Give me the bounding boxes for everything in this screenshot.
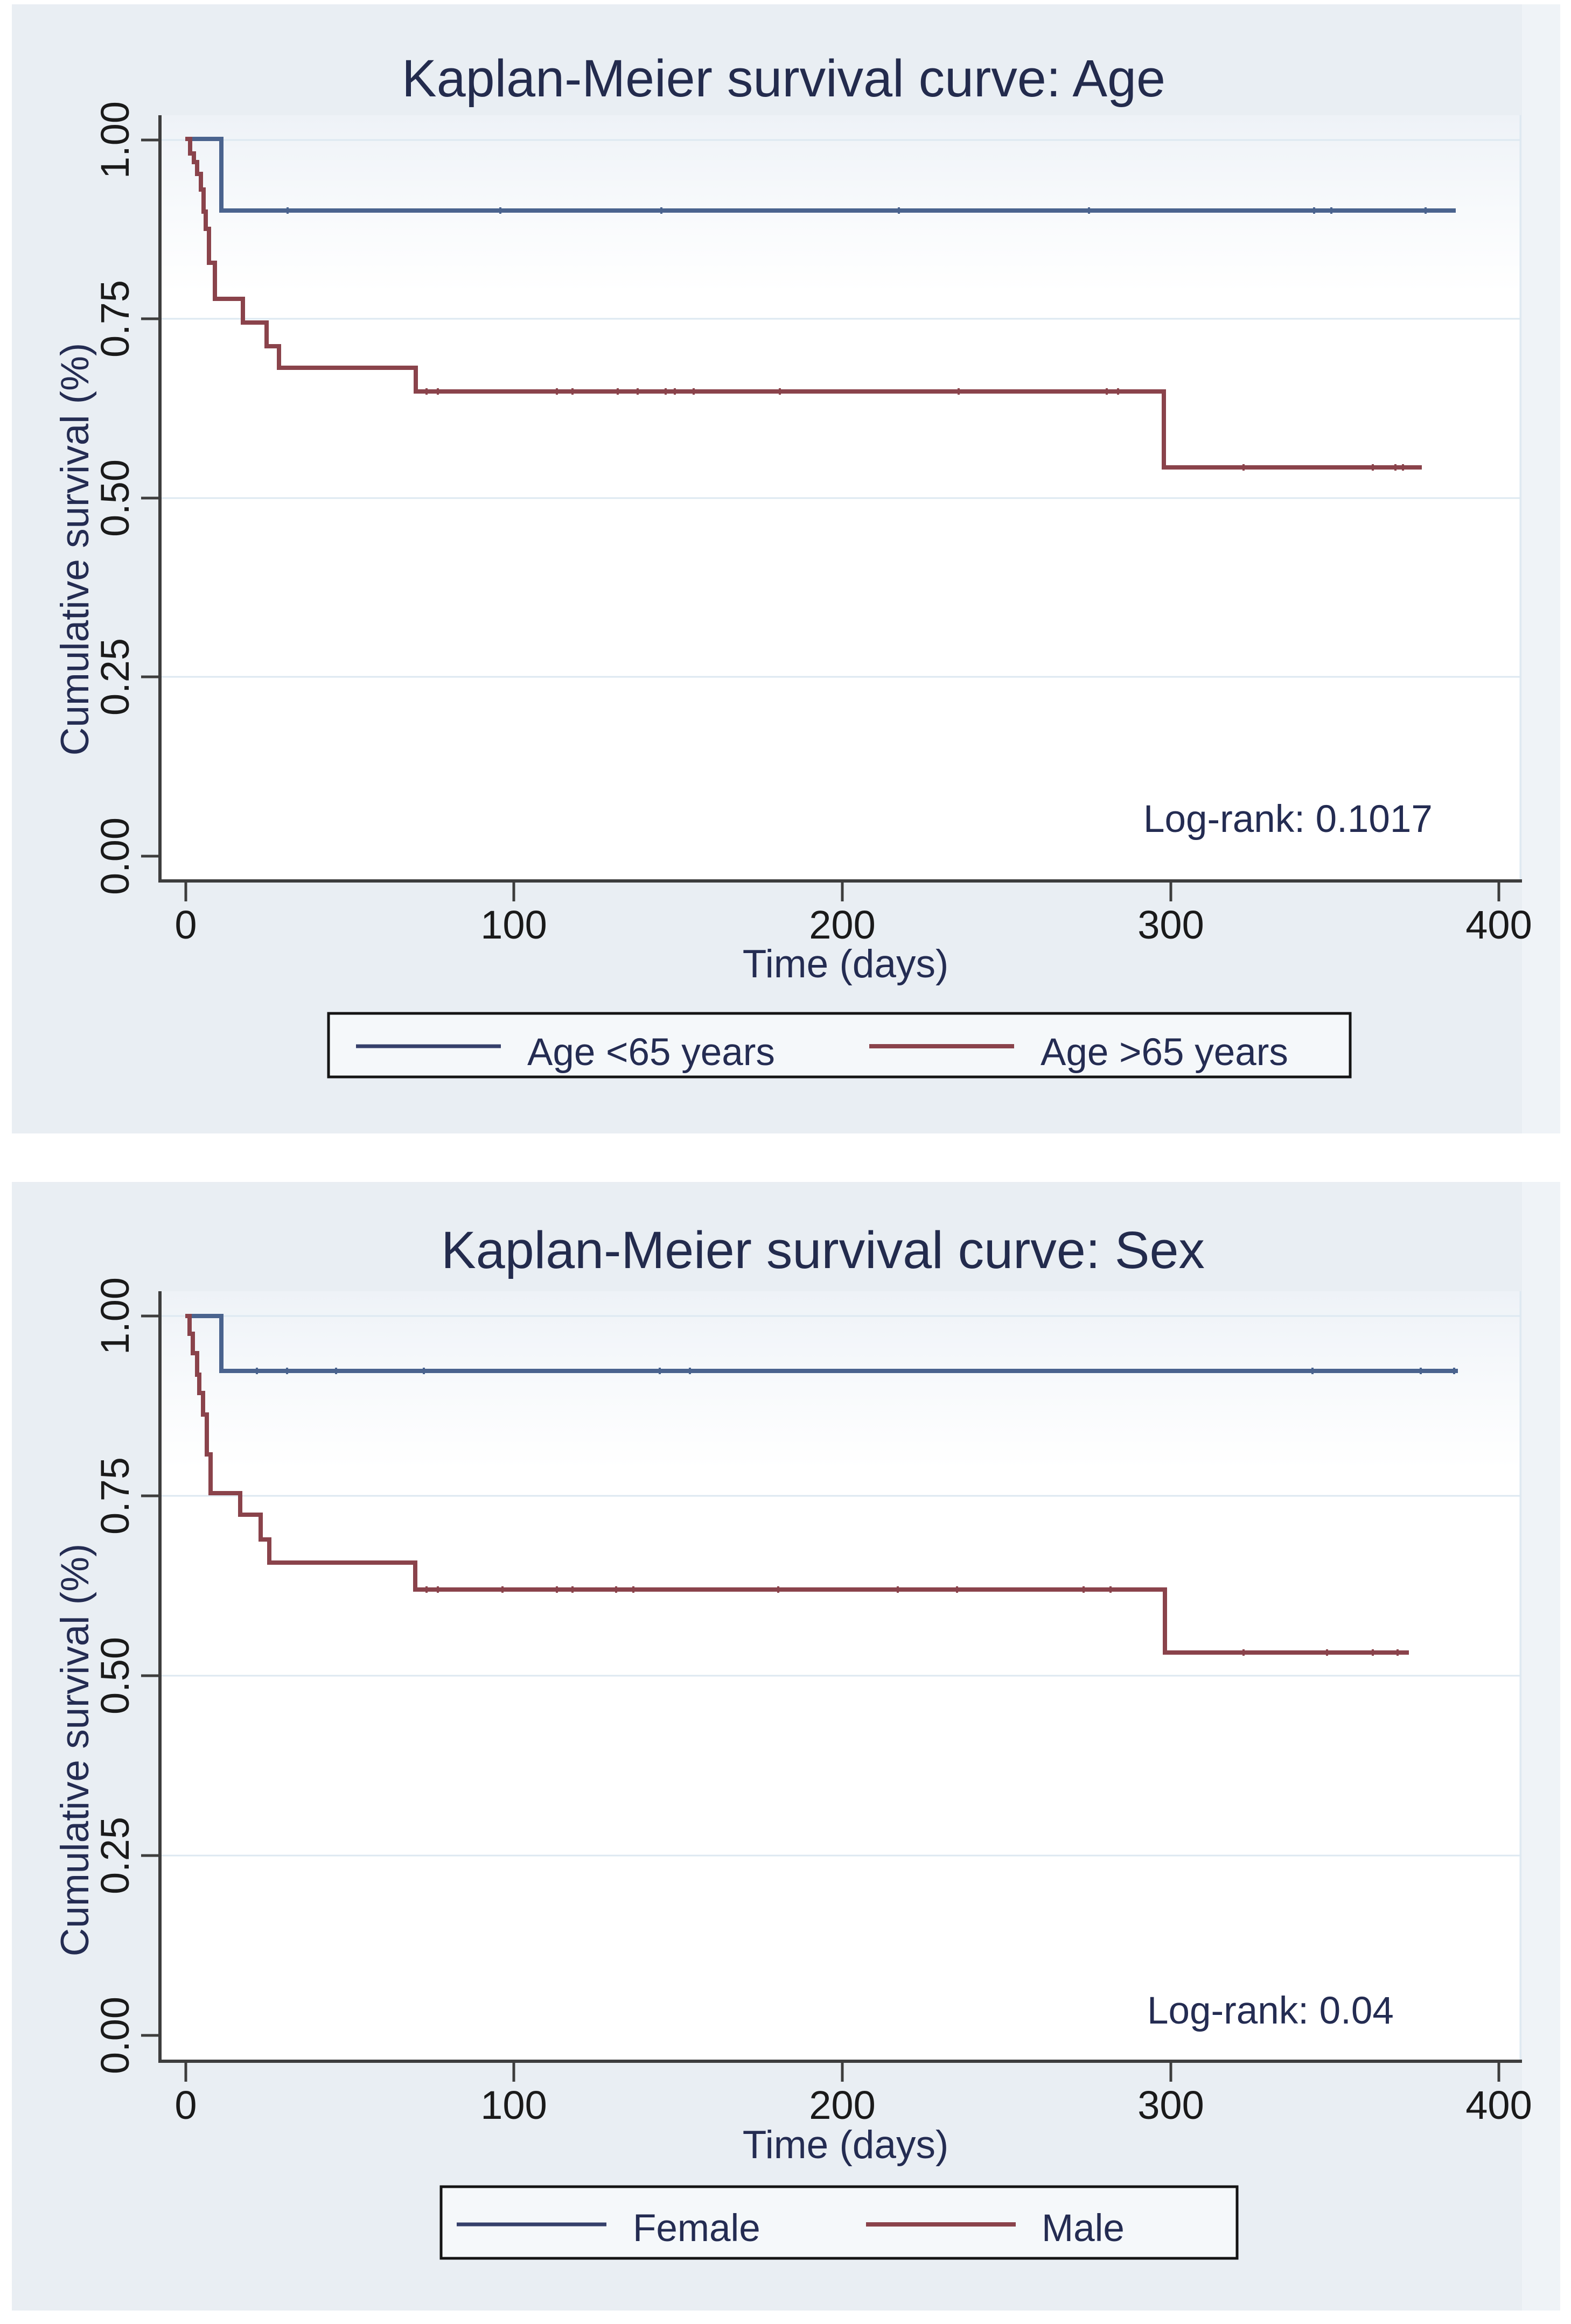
svg-text:Age >65 years: Age >65 years bbox=[1041, 1031, 1288, 1074]
svg-text:0.00: 0.00 bbox=[93, 1997, 137, 2074]
svg-text:300: 300 bbox=[1137, 2083, 1204, 2127]
svg-text:0.00: 0.00 bbox=[93, 817, 137, 895]
svg-text:Male: Male bbox=[1042, 2207, 1125, 2250]
svg-text:Age <65 years: Age <65 years bbox=[527, 1031, 775, 1074]
svg-text:Kaplan-Meier survival curve: S: Kaplan-Meier survival curve: Sex bbox=[441, 1221, 1205, 1279]
svg-text:0.25: 0.25 bbox=[93, 1817, 137, 1894]
svg-text:200: 200 bbox=[809, 902, 875, 947]
svg-text:100: 100 bbox=[480, 2083, 547, 2127]
svg-text:1.00: 1.00 bbox=[93, 1277, 137, 1355]
svg-text:400: 400 bbox=[1465, 902, 1532, 947]
svg-text:1.00: 1.00 bbox=[93, 101, 137, 179]
svg-text:Kaplan-Meier survival curve: A: Kaplan-Meier survival curve: Age bbox=[402, 49, 1165, 108]
svg-text:Log-rank: 0.1017: Log-rank: 0.1017 bbox=[1143, 798, 1433, 841]
svg-text:Cumulative survival (%): Cumulative survival (%) bbox=[53, 1544, 97, 1957]
svg-text:Log-rank: 0.04: Log-rank: 0.04 bbox=[1147, 1990, 1394, 2032]
svg-text:0.50: 0.50 bbox=[93, 459, 137, 537]
svg-text:0.75: 0.75 bbox=[93, 1457, 137, 1535]
svg-text:Time (days): Time (days) bbox=[743, 2123, 949, 2167]
svg-text:0.25: 0.25 bbox=[93, 638, 137, 716]
svg-text:300: 300 bbox=[1137, 902, 1204, 947]
svg-text:Cumulative survival (%): Cumulative survival (%) bbox=[53, 343, 97, 756]
svg-text:200: 200 bbox=[809, 2083, 875, 2127]
svg-text:Female: Female bbox=[633, 2207, 760, 2250]
svg-text:0: 0 bbox=[174, 2083, 197, 2127]
svg-text:400: 400 bbox=[1465, 2083, 1532, 2127]
svg-text:Time (days): Time (days) bbox=[743, 942, 949, 986]
svg-text:0: 0 bbox=[174, 902, 197, 947]
svg-text:100: 100 bbox=[480, 902, 547, 947]
svg-text:0.50: 0.50 bbox=[93, 1637, 137, 1714]
svg-text:0.75: 0.75 bbox=[93, 280, 137, 358]
